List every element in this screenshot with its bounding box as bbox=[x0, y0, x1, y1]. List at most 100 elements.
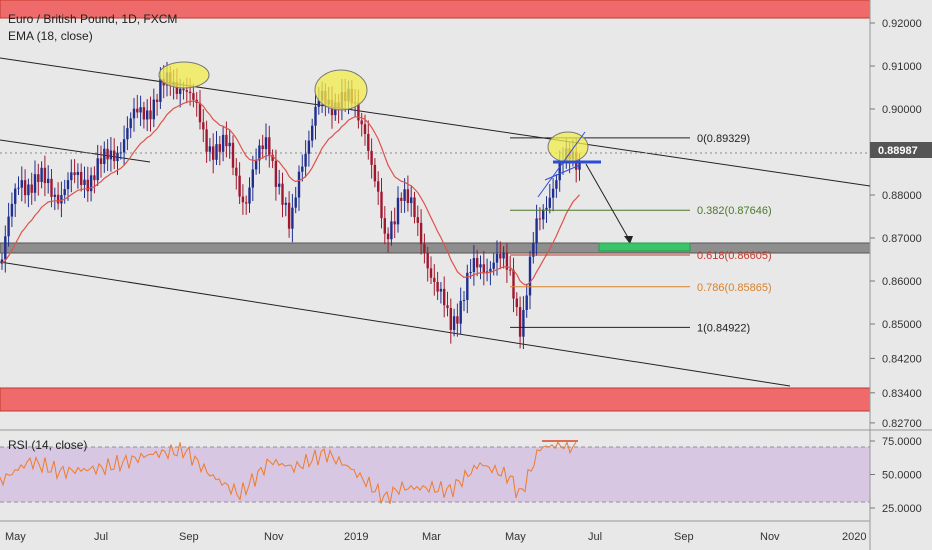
candle-body bbox=[149, 110, 152, 120]
candle-body bbox=[188, 91, 192, 94]
candle-body bbox=[182, 88, 185, 91]
price-tick-label: 0.92000 bbox=[882, 18, 922, 30]
candle-body bbox=[37, 174, 40, 182]
candle-body bbox=[278, 183, 281, 187]
candle-body bbox=[472, 258, 476, 273]
candle-body bbox=[307, 140, 311, 154]
candle-body bbox=[304, 153, 307, 167]
candle-body bbox=[119, 152, 122, 154]
time-tick-label: Jul bbox=[94, 531, 108, 543]
highlight-ellipse-2 bbox=[314, 69, 368, 111]
rsi-tick-label: 50.0000 bbox=[882, 470, 922, 482]
candle-body bbox=[528, 256, 532, 296]
candle-body bbox=[416, 217, 419, 223]
candle-body bbox=[291, 207, 294, 229]
candle-body bbox=[218, 144, 221, 152]
candle-body bbox=[208, 146, 212, 152]
candle-body bbox=[396, 197, 400, 225]
candle-body bbox=[469, 272, 472, 274]
candle-body bbox=[261, 145, 264, 150]
candle-body bbox=[14, 188, 17, 204]
candle-body bbox=[515, 298, 518, 308]
chart-title: Euro / British Pound, 1D, FXCM bbox=[8, 12, 177, 26]
candle-body bbox=[235, 167, 238, 176]
rsi-axis: 75.0000 50.0000 25.0000 bbox=[0, 436, 922, 515]
candle-body bbox=[482, 264, 485, 274]
candle-body bbox=[155, 99, 159, 102]
candle-body bbox=[413, 197, 416, 218]
candle-body bbox=[400, 197, 403, 201]
candle-body bbox=[525, 295, 528, 310]
candle-body bbox=[73, 172, 76, 176]
trendlines bbox=[0, 57, 871, 387]
candle-body bbox=[53, 194, 56, 197]
candle-body bbox=[426, 253, 429, 269]
candle-body bbox=[56, 194, 60, 204]
candle-body bbox=[294, 197, 297, 208]
candle-body bbox=[126, 128, 129, 140]
candle-body bbox=[33, 174, 37, 193]
candle-body bbox=[462, 299, 466, 301]
last-price-label: 0.88987 bbox=[878, 145, 918, 157]
candle-body bbox=[314, 106, 317, 126]
candle-body bbox=[367, 133, 370, 151]
candle-body bbox=[532, 243, 535, 257]
candle-body bbox=[185, 90, 188, 92]
candle-body bbox=[225, 134, 228, 147]
candle-body bbox=[205, 129, 208, 152]
rsi-tick-label: 75.0000 bbox=[882, 436, 922, 448]
candle-body bbox=[146, 110, 149, 120]
candle-body bbox=[179, 88, 182, 94]
ema-line bbox=[1, 100, 580, 286]
candle-body bbox=[83, 179, 86, 185]
candle-body bbox=[268, 137, 271, 155]
candle-body bbox=[466, 272, 469, 300]
candle-body bbox=[301, 166, 304, 172]
candle-body bbox=[221, 134, 225, 152]
candle-body bbox=[0, 259, 4, 264]
candle-body bbox=[281, 183, 284, 205]
candle-body bbox=[60, 195, 63, 204]
candle-body bbox=[452, 316, 456, 330]
candle-body bbox=[509, 269, 512, 271]
candle-body bbox=[287, 202, 291, 229]
candle-body bbox=[40, 167, 43, 182]
candle-body bbox=[192, 93, 195, 100]
last-price-tag bbox=[870, 142, 932, 158]
rsi-band bbox=[0, 447, 870, 502]
candle-body bbox=[386, 233, 390, 240]
time-tick-label: Nov bbox=[264, 531, 284, 543]
candle-body bbox=[271, 154, 274, 161]
candle-body bbox=[406, 189, 410, 204]
price-tick-label: 0.87000 bbox=[882, 233, 922, 245]
candle-body bbox=[578, 163, 581, 170]
candle-body bbox=[238, 175, 241, 197]
candle-body bbox=[502, 253, 505, 259]
candle-body bbox=[152, 99, 155, 120]
candle-body bbox=[377, 181, 380, 192]
candle-body bbox=[248, 187, 251, 204]
fib-label: 0(0.89329) bbox=[697, 133, 750, 145]
inner-trendline bbox=[0, 139, 151, 163]
candle-body bbox=[43, 167, 47, 184]
candle-body bbox=[311, 125, 314, 141]
candle-body bbox=[23, 180, 27, 196]
target-box bbox=[598, 242, 691, 252]
fib-label: 1(0.84922) bbox=[697, 322, 750, 334]
fib-label: 0.382(0.87646) bbox=[697, 205, 772, 217]
time-tick-label: 2019 bbox=[344, 531, 368, 543]
time-tick-label: May bbox=[5, 531, 26, 543]
candle-body bbox=[492, 262, 495, 269]
candle-body bbox=[47, 178, 50, 184]
candle-body bbox=[393, 221, 396, 225]
candle-body bbox=[535, 218, 538, 244]
candle-body bbox=[139, 107, 142, 113]
candle-body bbox=[522, 309, 525, 337]
fib-levels: 0(0.89329) 0.382(0.87646) 0.618(0.86605) 0.… bbox=[510, 133, 772, 334]
candle-body bbox=[89, 175, 93, 192]
candle-body bbox=[70, 172, 73, 181]
price-tick-label: 0.82700 bbox=[882, 418, 922, 430]
candle-body bbox=[360, 120, 363, 125]
candle-body bbox=[317, 100, 320, 107]
